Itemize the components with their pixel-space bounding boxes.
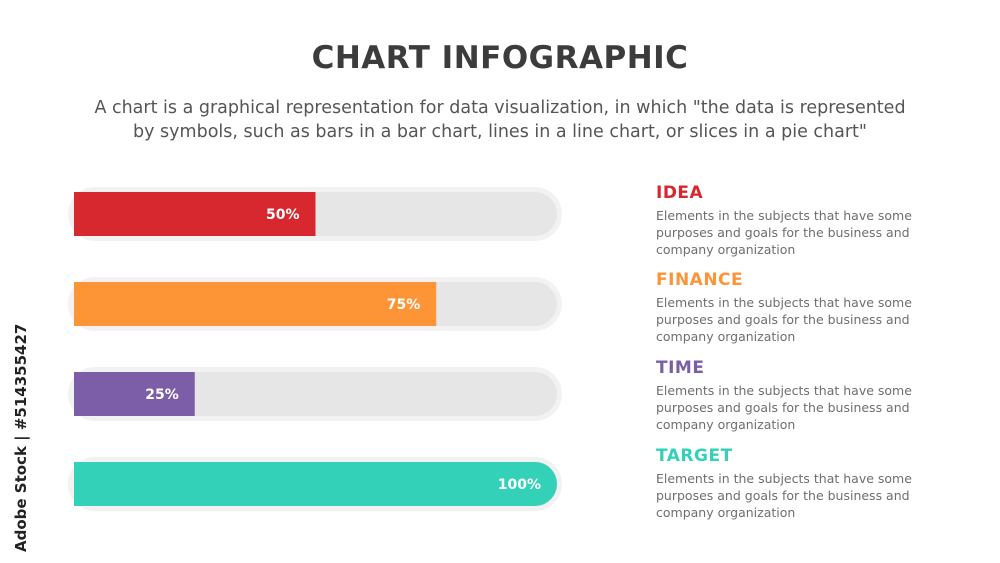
- bar-value-label-finance: 75%: [387, 297, 421, 313]
- legend-desc-line: purposes and goals for the business and: [656, 488, 910, 503]
- subtitle-line-1: A chart is a graphical representation fo…: [94, 98, 906, 118]
- bar-fill-finance: [74, 282, 437, 326]
- legend-desc-line: purposes and goals for the business and: [656, 312, 910, 327]
- legend-item-target: TARGET Elements in the subjects that hav…: [625, 446, 925, 522]
- legend-desc-line: company organization: [656, 329, 796, 344]
- bar-fill-target: [74, 462, 557, 506]
- legend-desc-line: Elements in the subjects that have some: [656, 208, 912, 223]
- legend-desc-line: company organization: [656, 505, 796, 520]
- legend-desc-line: company organization: [656, 242, 796, 257]
- bar-value-label-idea: 50%: [266, 207, 300, 223]
- legend-title: TARGET: [656, 446, 733, 466]
- legend-description: Elements in the subjects that have some …: [656, 470, 916, 521]
- legend-item-time: TIME Elements in the subjects that have …: [625, 358, 925, 434]
- legend-description: Elements in the subjects that have some …: [656, 382, 916, 433]
- legend-item-idea: IDEA Elements in the subjects that have …: [625, 183, 925, 259]
- legend-item-finance: FINANCE Elements in the subjects that ha…: [625, 270, 925, 346]
- legend-description: Elements in the subjects that have some …: [656, 207, 916, 258]
- legend-desc-line: Elements in the subjects that have some: [656, 471, 912, 486]
- stock-watermark: Adobe Stock | #514355427: [12, 323, 30, 552]
- bar-value-label-target: 100%: [498, 477, 541, 493]
- legend-desc-line: purposes and goals for the business and: [656, 400, 910, 415]
- subtitle-line-2: by symbols, such as bars in a bar chart,…: [133, 122, 867, 142]
- legend-desc-line: Elements in the subjects that have some: [656, 295, 912, 310]
- legend-title: FINANCE: [656, 270, 744, 290]
- legend-title: IDEA: [656, 183, 704, 203]
- page-title: CHART INFOGRAPHIC: [311, 40, 689, 76]
- legend-description: Elements in the subjects that have some …: [656, 294, 916, 345]
- bar-fill-idea: [74, 192, 316, 236]
- legend-desc-line: purposes and goals for the business and: [656, 225, 910, 240]
- legend-desc-line: company organization: [656, 417, 796, 432]
- legend-title: TIME: [656, 358, 705, 378]
- bar-value-label-time: 25%: [145, 387, 179, 403]
- page-subtitle: A chart is a graphical representation fo…: [70, 96, 930, 144]
- bar-fill-time: [74, 372, 195, 416]
- legend-desc-line: Elements in the subjects that have some: [656, 383, 912, 398]
